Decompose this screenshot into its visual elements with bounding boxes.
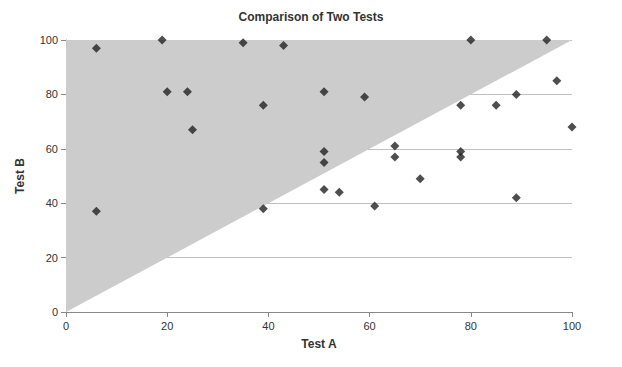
svg-text:20: 20 xyxy=(161,320,173,332)
svg-text:100: 100 xyxy=(40,34,58,46)
svg-text:Test A: Test A xyxy=(301,337,337,351)
svg-text:Comparison of Two Tests: Comparison of Two Tests xyxy=(239,10,384,24)
svg-text:40: 40 xyxy=(262,320,274,332)
svg-text:100: 100 xyxy=(563,320,581,332)
svg-text:0: 0 xyxy=(52,306,58,318)
svg-text:40: 40 xyxy=(46,197,58,209)
svg-text:0: 0 xyxy=(63,320,69,332)
svg-text:20: 20 xyxy=(46,252,58,264)
svg-text:60: 60 xyxy=(46,143,58,155)
svg-text:80: 80 xyxy=(465,320,477,332)
svg-text:60: 60 xyxy=(363,320,375,332)
svg-text:Test B: Test B xyxy=(13,158,27,194)
svg-text:80: 80 xyxy=(46,88,58,100)
